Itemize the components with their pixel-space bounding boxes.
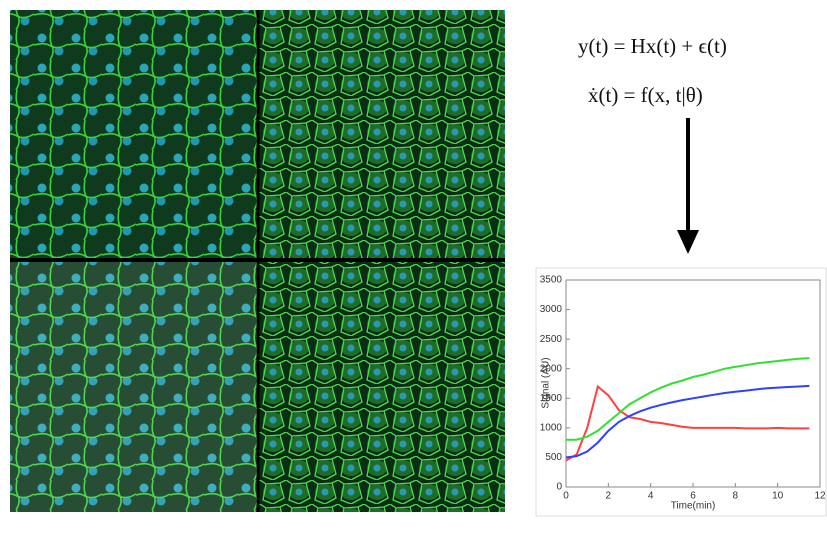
x-axis-label: Time(min) bbox=[671, 501, 716, 512]
x-tick-label: 12 bbox=[814, 491, 826, 502]
chart-box bbox=[535, 267, 827, 517]
x-tick-label: 2 bbox=[606, 491, 612, 502]
y-tick-label: 1000 bbox=[540, 422, 563, 433]
y-tick-label: 2000 bbox=[540, 363, 563, 374]
series-line bbox=[566, 357, 810, 441]
y-tick-label: 2500 bbox=[540, 334, 563, 345]
equation: ẋ(t) = f(x, t|θ) bbox=[588, 83, 703, 107]
arrow-head bbox=[677, 230, 699, 254]
y-tick-label: 3500 bbox=[540, 275, 563, 286]
y-tick-label: 3000 bbox=[540, 304, 563, 315]
y-axis-label: Signal (AU) bbox=[541, 357, 552, 408]
x-tick-label: 10 bbox=[772, 491, 784, 502]
y-tick-label: 0 bbox=[556, 482, 562, 493]
x-tick-label: 0 bbox=[563, 491, 569, 502]
equation: y(t) = Hx(t) + ϵ(t) bbox=[578, 34, 727, 58]
y-tick-label: 1500 bbox=[540, 393, 563, 404]
panel bbox=[258, 10, 505, 260]
microscopy-panels bbox=[10, 10, 505, 512]
series-line bbox=[565, 384, 810, 462]
x-tick-label: 6 bbox=[690, 491, 696, 502]
panel bbox=[10, 260, 258, 512]
x-tick-label: 4 bbox=[648, 491, 654, 502]
panel bbox=[10, 10, 258, 260]
series-line bbox=[565, 384, 810, 459]
x-tick-label: 8 bbox=[733, 491, 739, 502]
y-tick-label: 500 bbox=[545, 452, 562, 463]
panel bbox=[258, 260, 505, 512]
